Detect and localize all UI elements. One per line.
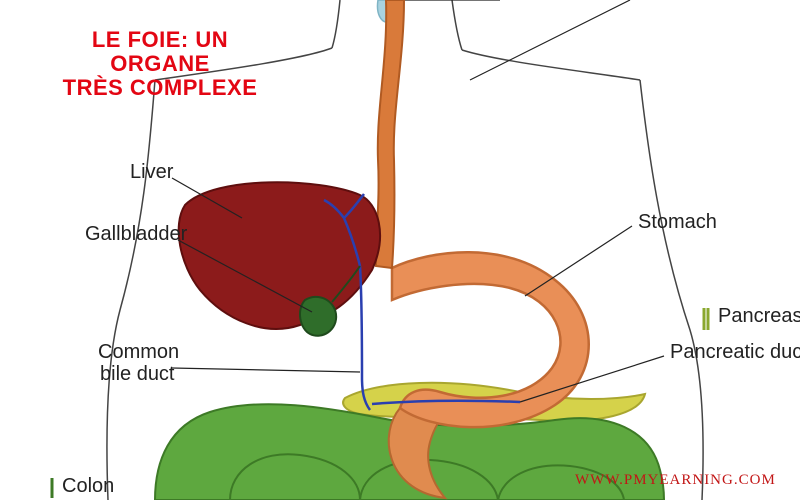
title-line-1: Le foie: un organe: [92, 27, 228, 76]
leader-line: [525, 226, 632, 296]
watermark: WWW.PMYEARNING.COM: [575, 472, 776, 489]
label-liver: Liver: [130, 161, 174, 183]
page-title: Le foie: un organe très complexe: [50, 28, 270, 101]
leader-line: [470, 0, 630, 80]
title-line-2: très complexe: [63, 75, 258, 100]
bile-duct: [360, 266, 362, 378]
body-outline: [452, 0, 462, 50]
body-outline: [107, 80, 155, 500]
body-outline: [332, 0, 340, 48]
label-cbd2: bile duct: [100, 363, 175, 385]
label-stomach: Stomach: [638, 211, 717, 233]
body-outline: [462, 50, 640, 80]
gallbladder: [300, 297, 336, 336]
label-pduct: Pancreatic duct: [670, 341, 800, 363]
diagram-stage: Le foie: un organe très complexe Liver Ga…: [0, 0, 800, 500]
label-gallbladder: Gallbladder: [85, 223, 188, 245]
label-cbd1: Common: [98, 341, 179, 363]
label-colon: Colon: [62, 475, 114, 497]
liver: [179, 182, 380, 329]
leader-line: [172, 368, 360, 372]
label-pancreas: Pancreas: [718, 305, 800, 327]
body-outline: [640, 80, 703, 500]
